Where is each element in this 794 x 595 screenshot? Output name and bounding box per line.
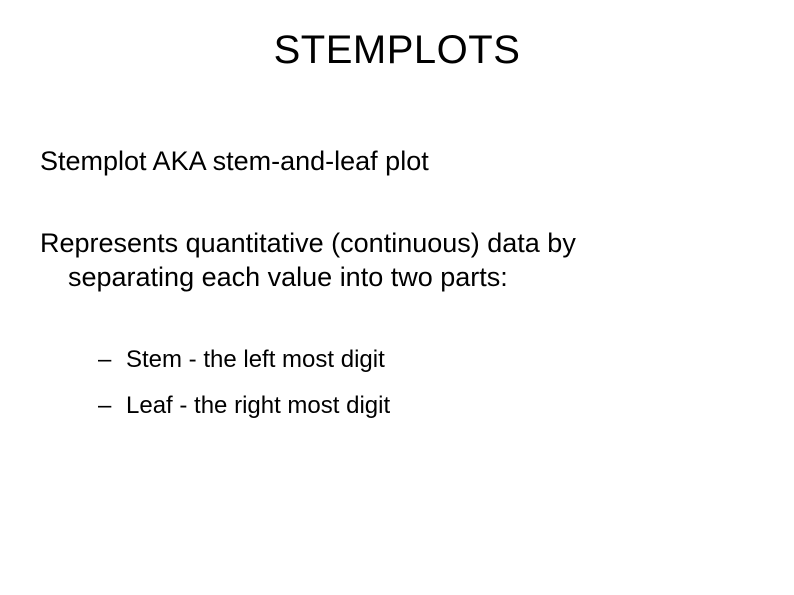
sub-bullet-list: Stem - the left most digit Leaf - the ri… — [40, 342, 754, 424]
bullet-leaf: Leaf - the right most digit — [126, 388, 754, 424]
paragraph-aka: Stemplot AKA stem-and-leaf plot — [40, 145, 754, 179]
slide-title: STEMPLOTS — [40, 28, 754, 73]
paragraph-description: Represents quantitative (continuous) dat… — [40, 227, 754, 295]
paragraph-description-line1: Represents quantitative (continuous) dat… — [40, 228, 576, 258]
bullet-stem: Stem - the left most digit — [126, 342, 754, 378]
paragraph-description-line2: separating each value into two parts: — [40, 261, 754, 295]
slide-container: STEMPLOTS Stemplot AKA stem-and-leaf plo… — [0, 0, 794, 474]
